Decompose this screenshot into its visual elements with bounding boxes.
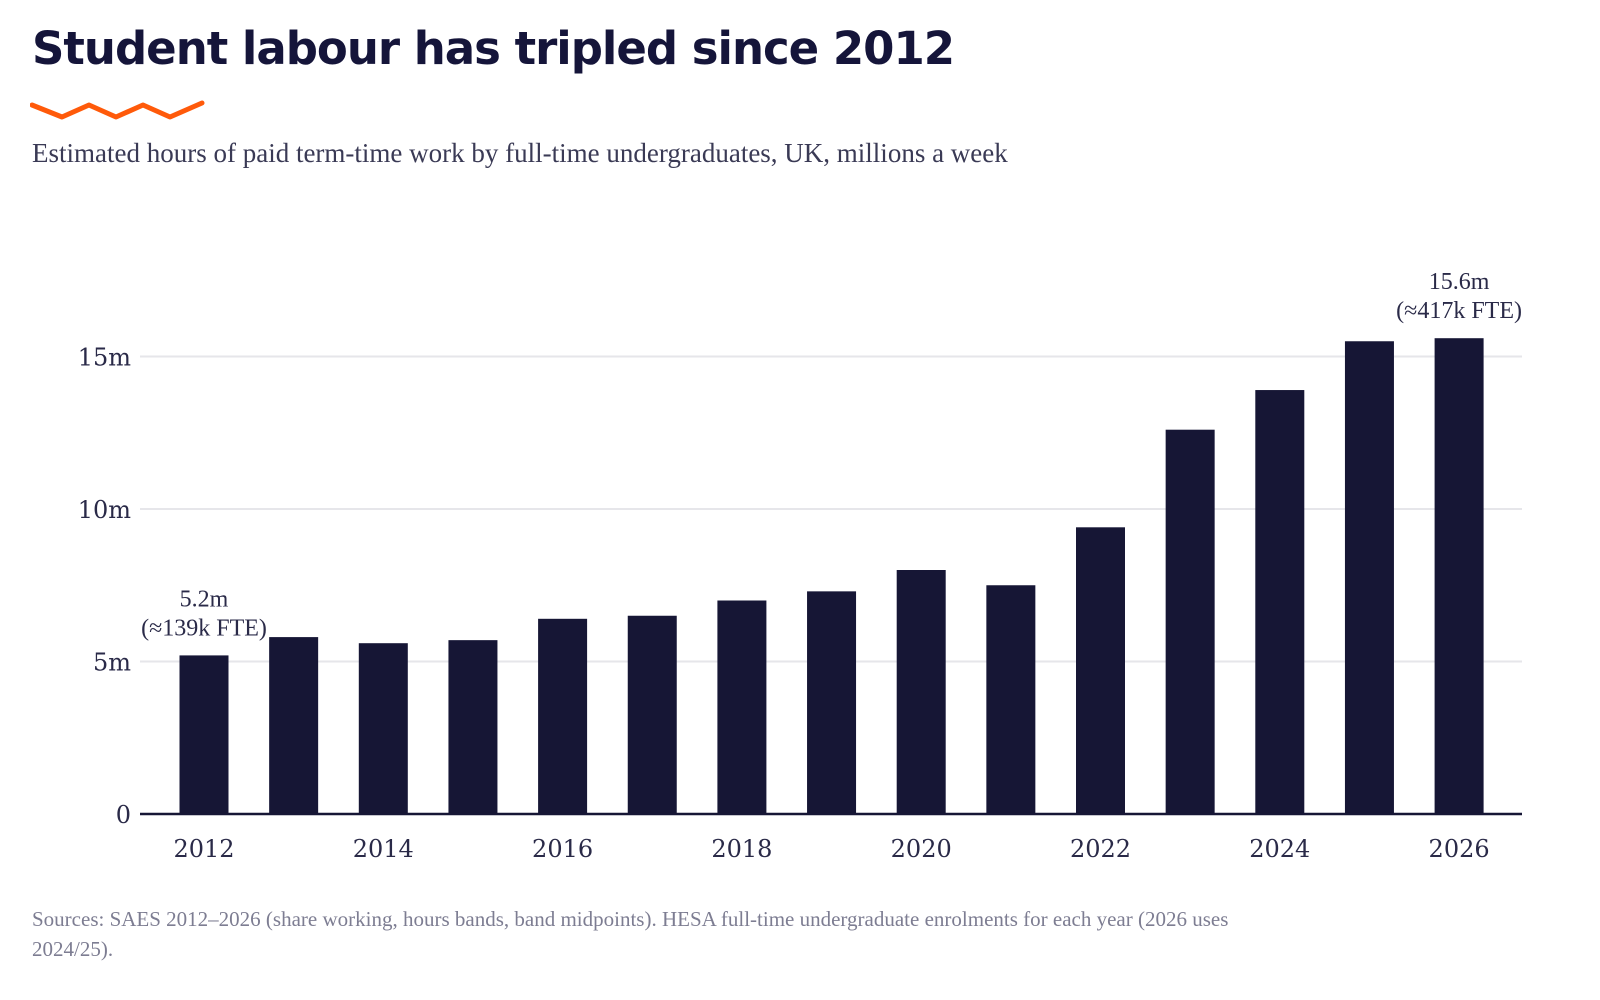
bar-2019 <box>807 591 857 814</box>
annotation-fte: (≈139k FTE) <box>141 615 267 641</box>
zigzag-accent-icon <box>30 100 205 120</box>
y-tick-label: 5m <box>93 649 131 677</box>
bar-2016 <box>538 618 588 814</box>
annotation-fte: (≈417k FTE) <box>1396 298 1522 324</box>
x-tick-label: 2018 <box>711 835 772 863</box>
bar-2012 <box>179 655 229 814</box>
x-tick-label: 2012 <box>173 835 234 863</box>
bar-2018 <box>717 600 767 814</box>
x-tick-label: 2016 <box>532 835 593 863</box>
bar-2025 <box>1344 341 1394 814</box>
bar-2021 <box>986 585 1036 814</box>
y-tick-label: 0 <box>116 801 131 829</box>
x-tick-label: 2022 <box>1070 835 1131 863</box>
x-tick-label: 2024 <box>1249 835 1310 863</box>
bar-2017 <box>627 615 677 814</box>
bar-2026 <box>1434 338 1484 814</box>
bar-2023 <box>1165 429 1215 814</box>
annotation-value: 15.6m <box>1429 269 1490 295</box>
chart-title: Student labour has tripled since 2012 <box>32 22 955 75</box>
bar-2013 <box>269 637 319 814</box>
bar-2024 <box>1255 390 1305 814</box>
annotation-value: 5.2m <box>180 586 229 612</box>
x-tick-label: 2020 <box>891 835 952 863</box>
bar-2014 <box>358 643 408 814</box>
bar-2020 <box>896 570 946 814</box>
y-tick-label: 15m <box>78 344 132 372</box>
x-tick-label: 2026 <box>1429 835 1490 863</box>
x-tick-label: 2014 <box>353 835 414 863</box>
bar-2022 <box>1076 527 1125 814</box>
chart-subtitle: Estimated hours of paid term-time work b… <box>32 138 1008 168</box>
source-note: Sources: SAES 2012–2026 (share working, … <box>32 907 1229 961</box>
y-tick-label: 10m <box>78 496 132 524</box>
bar-2015 <box>448 640 498 814</box>
